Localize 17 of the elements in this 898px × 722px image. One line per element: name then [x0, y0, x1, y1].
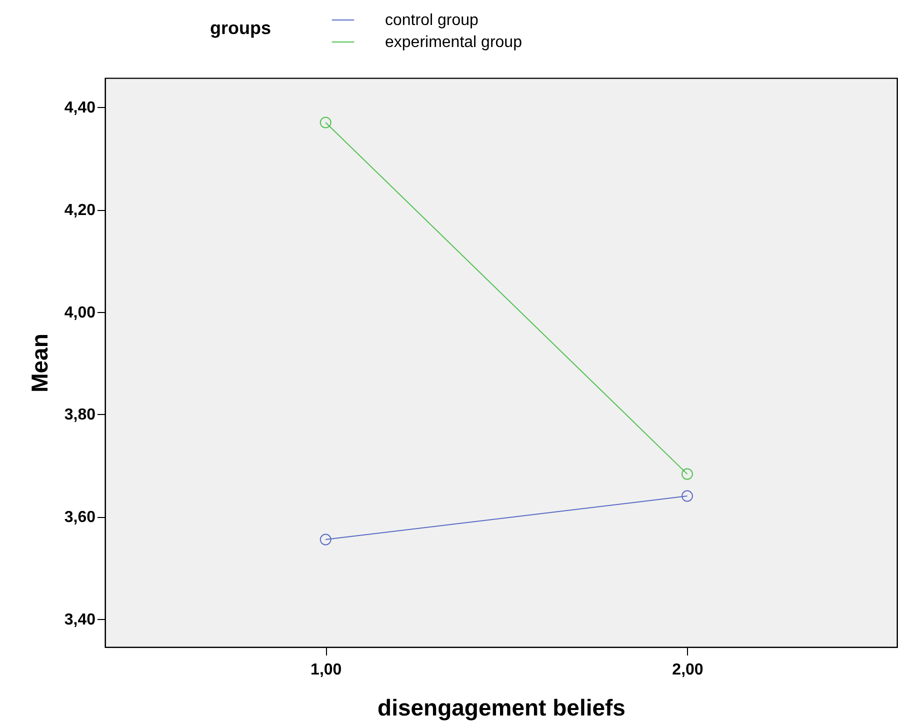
point	[320, 116, 332, 128]
legend-label: control group	[385, 12, 478, 29]
x-tick-label: 1,00	[310, 662, 342, 678]
x-tick-label: 2,00	[672, 662, 704, 678]
legend-label: experimental group	[385, 34, 522, 51]
y-tick-label: 4,20	[64, 202, 96, 220]
legend-title: groups	[210, 18, 271, 38]
y-axis-title: Mean	[26, 334, 52, 392]
y-tick-label: 4,00	[64, 304, 96, 322]
point	[682, 490, 693, 502]
point	[682, 468, 693, 480]
y-tick-label: 3,80	[64, 406, 96, 424]
point	[320, 534, 332, 546]
y-tick-label: 3,40	[64, 611, 96, 628]
y-tick-label: 3,60	[64, 509, 96, 526]
x-axis-title: disengagement beliefs	[378, 694, 626, 720]
y-tick-label: 4,40	[64, 100, 96, 117]
